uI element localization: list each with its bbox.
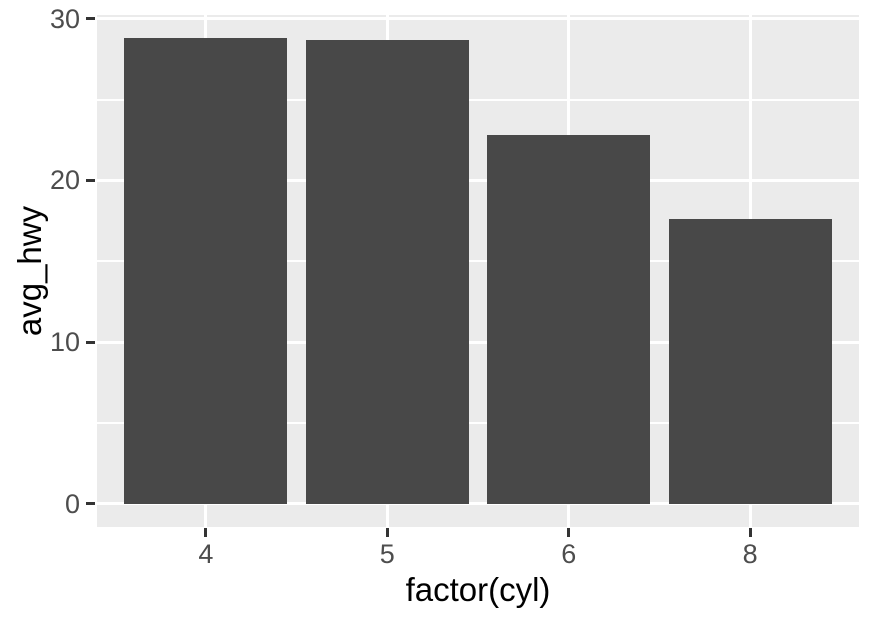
x-tick-label-8: 8 bbox=[742, 539, 758, 569]
gridline-minor-y-15 bbox=[97, 260, 859, 263]
gridline-minor-y-25 bbox=[97, 98, 859, 101]
gridline-major-y-20 bbox=[97, 178, 859, 182]
plot-panel bbox=[97, 15, 859, 527]
y-tick-mark-30 bbox=[86, 17, 95, 21]
y-tick-label-20: 20 bbox=[49, 165, 80, 196]
x-tick-mark-6 bbox=[567, 528, 571, 537]
x-axis-title: factor(cyl) bbox=[405, 571, 551, 608]
bar-cyl-8 bbox=[668, 218, 832, 504]
y-tick-mark-10 bbox=[86, 340, 95, 344]
x-tick-label-4: 4 bbox=[198, 539, 214, 569]
x-tick-label-6: 6 bbox=[561, 539, 577, 569]
y-tick-label-30: 30 bbox=[49, 3, 80, 34]
y-axis-title: avg_hwy bbox=[11, 205, 48, 337]
gridline-major-y-0 bbox=[97, 502, 859, 506]
bar-cyl-4 bbox=[124, 38, 288, 504]
bar-cyl-5 bbox=[305, 39, 469, 504]
x-tick-mark-8 bbox=[748, 528, 752, 537]
y-tick-label-10: 10 bbox=[49, 327, 80, 358]
gridline-minor-y-5 bbox=[97, 421, 859, 424]
y-tick-label-0: 0 bbox=[64, 488, 80, 519]
x-tick-label-5: 5 bbox=[379, 539, 395, 569]
gridline-major-y-10 bbox=[97, 340, 859, 344]
y-tick-mark-20 bbox=[86, 178, 95, 182]
x-tick-mark-5 bbox=[385, 528, 389, 537]
y-tick-mark-0 bbox=[86, 502, 95, 506]
bar-cyl-6 bbox=[487, 134, 651, 504]
gridline-major-y-30 bbox=[97, 17, 859, 21]
x-tick-mark-4 bbox=[204, 528, 208, 537]
